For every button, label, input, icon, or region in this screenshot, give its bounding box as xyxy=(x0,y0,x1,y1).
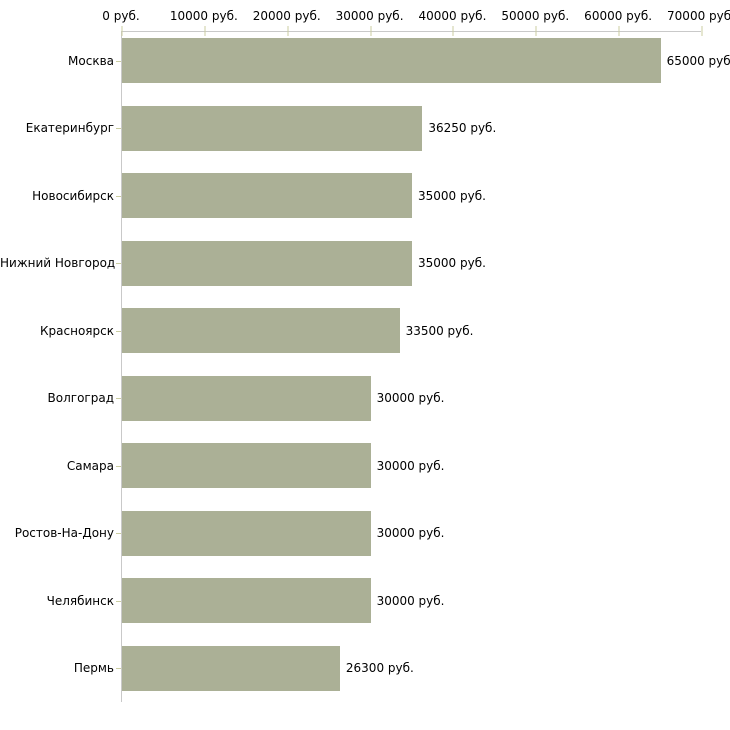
x-axis-tick xyxy=(618,26,620,36)
bar-row: 30000 руб. xyxy=(122,375,730,421)
plot-area xyxy=(121,26,703,702)
y-axis-tick xyxy=(116,465,121,467)
category-label: Челябинск xyxy=(46,593,114,608)
bar-row: 30000 руб. xyxy=(122,578,730,623)
bar-10 xyxy=(122,645,340,691)
bar-6 xyxy=(122,375,371,421)
y-axis-tick xyxy=(116,668,121,669)
category-label: Нижний Новгород xyxy=(0,256,116,270)
bar-5 xyxy=(122,308,400,353)
bar-9 xyxy=(122,578,371,623)
bar-row: 65000 руб. xyxy=(122,38,730,83)
bar-value-label: 36250 руб. xyxy=(428,121,497,135)
bar-7 xyxy=(122,443,371,488)
category-label: Пермь xyxy=(73,661,114,675)
bar-row: 33500 руб. xyxy=(122,308,730,353)
bar-value-label: 33500 руб. xyxy=(405,323,474,338)
x-axis-tick xyxy=(287,26,289,36)
y-axis-tick xyxy=(116,263,121,264)
bar-4 xyxy=(122,240,412,286)
x-axis-tick-label: 50000 руб. xyxy=(501,9,570,23)
bar-row: 36250 руб. xyxy=(122,105,730,151)
y-axis-tick xyxy=(116,398,121,399)
bar-2 xyxy=(122,105,423,151)
bar-row: 35000 руб. xyxy=(122,240,730,286)
x-axis-tick xyxy=(121,26,123,36)
bar-row: 35000 руб. xyxy=(122,173,730,218)
bar-value-label: 30000 руб. xyxy=(376,458,445,473)
bar-value-label: 35000 руб. xyxy=(418,188,486,203)
y-axis-tick xyxy=(116,600,121,602)
category-label: Самара xyxy=(66,458,114,473)
y-axis-tick xyxy=(116,60,121,62)
bar-row: 26300 руб. xyxy=(122,645,730,691)
x-axis-tick xyxy=(701,26,703,36)
x-axis-tick-label: 0 руб. xyxy=(102,9,140,23)
x-axis-tick xyxy=(452,26,454,36)
y-axis-tick xyxy=(116,128,121,129)
y-axis-tick xyxy=(116,330,121,332)
bar-value-label: 30000 руб. xyxy=(376,391,445,405)
bar-value-label: 30000 руб. xyxy=(376,593,445,608)
bar-value-label: 65000 руб. xyxy=(666,53,730,68)
x-axis-tick xyxy=(204,26,206,36)
category-label: Новосибирск xyxy=(32,188,114,203)
y-axis-tick xyxy=(116,195,121,197)
x-axis-tick-label: 60000 руб. xyxy=(584,9,653,23)
bar-row: 30000 руб. xyxy=(122,443,730,488)
bar-8 xyxy=(122,510,371,556)
bar-row: 30000 руб. xyxy=(122,510,730,556)
category-label: Москва xyxy=(68,53,114,68)
category-label: Красноярск xyxy=(40,323,114,338)
x-axis-tick-label: 30000 руб. xyxy=(335,9,404,23)
bar-value-label: 35000 руб. xyxy=(418,256,486,270)
category-label: Волгоград xyxy=(47,391,114,405)
x-axis-tick-label: 40000 руб. xyxy=(418,9,487,23)
x-axis-tick xyxy=(370,26,372,36)
bar-1 xyxy=(122,38,661,83)
category-label: Ростов-На-Дону xyxy=(14,526,114,540)
category-label: Екатеринбург xyxy=(25,121,114,135)
bar-value-label: 30000 руб. xyxy=(376,526,445,540)
x-axis-tick-label: 70000 руб. xyxy=(667,9,730,23)
bar-value-label: 26300 руб. xyxy=(345,661,414,675)
x-axis-tick-label: 20000 руб. xyxy=(252,9,321,23)
bar-3 xyxy=(122,173,412,218)
x-axis-tick xyxy=(535,26,537,36)
x-axis-tick-label: 10000 руб. xyxy=(169,9,238,23)
y-axis-tick xyxy=(116,533,121,534)
